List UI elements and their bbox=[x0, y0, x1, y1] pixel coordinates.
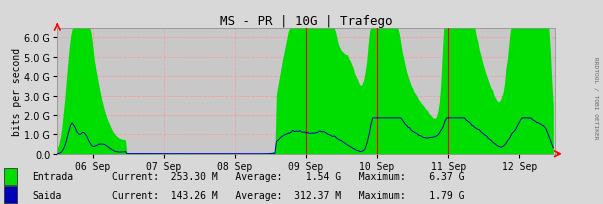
Text: Current:  143.26 M   Average:  312.37 M   Maximum:    1.79 G: Current: 143.26 M Average: 312.37 M Maxi… bbox=[112, 190, 464, 200]
Title: MS - PR | 10G | Trafego: MS - PR | 10G | Trafego bbox=[219, 14, 393, 27]
Y-axis label: bits per second: bits per second bbox=[11, 48, 22, 135]
Text: Current:  253.30 M   Average:    1.54 G   Maximum:    6.37 G: Current: 253.30 M Average: 1.54 G Maximu… bbox=[112, 172, 464, 181]
Text: Entrada: Entrada bbox=[33, 172, 74, 181]
Text: RRDTOOL / TOBI OETIKER: RRDTOOL / TOBI OETIKER bbox=[594, 57, 599, 139]
Text: Saida: Saida bbox=[33, 190, 62, 200]
